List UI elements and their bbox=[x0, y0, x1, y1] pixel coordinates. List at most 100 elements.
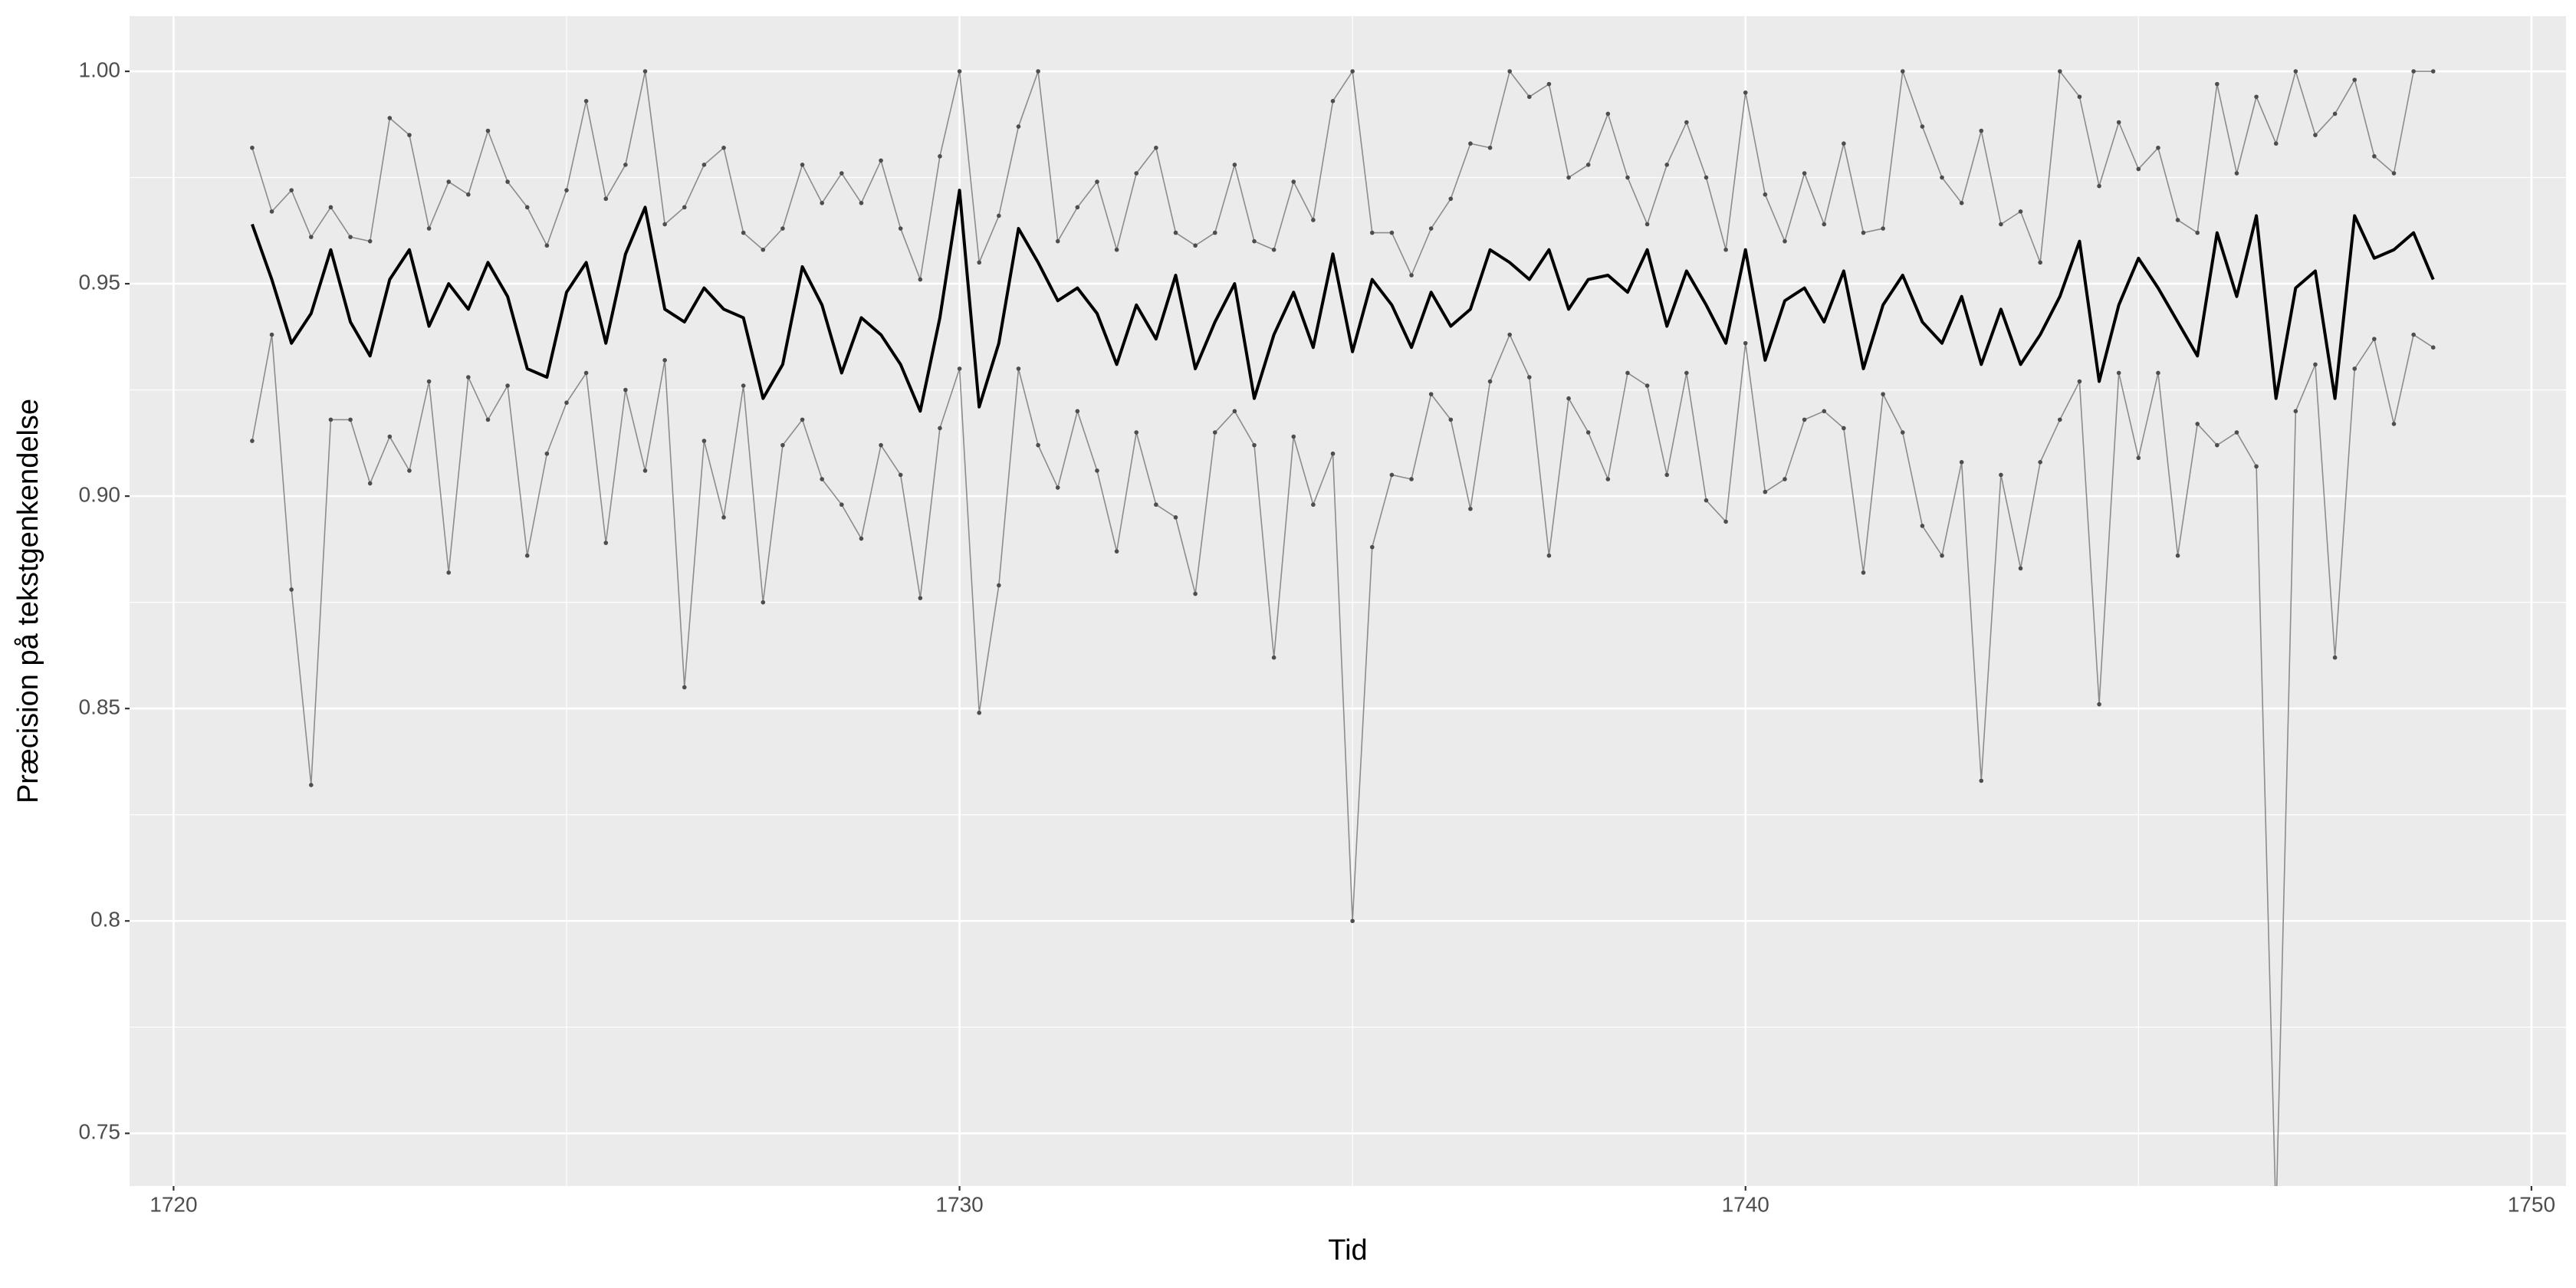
point bbox=[1802, 171, 1807, 176]
point bbox=[1428, 392, 1434, 396]
point bbox=[2313, 133, 2318, 137]
point bbox=[1959, 460, 1964, 465]
point bbox=[839, 502, 844, 508]
point bbox=[426, 379, 432, 384]
point bbox=[1154, 502, 1158, 508]
point bbox=[682, 205, 687, 210]
point bbox=[1369, 544, 1375, 550]
point bbox=[1881, 392, 1885, 396]
x-axis-title: Tid bbox=[1328, 1234, 1367, 1267]
point bbox=[2234, 171, 2239, 176]
point bbox=[879, 442, 883, 448]
point bbox=[1075, 205, 1080, 210]
point bbox=[2391, 171, 2397, 176]
point bbox=[780, 442, 785, 448]
point bbox=[387, 434, 393, 439]
grid bbox=[130, 16, 2566, 1186]
point bbox=[642, 468, 648, 473]
point bbox=[1664, 163, 1670, 167]
point bbox=[2195, 230, 2200, 235]
point bbox=[1783, 477, 1787, 481]
point bbox=[603, 540, 609, 545]
point bbox=[1625, 370, 1630, 376]
point bbox=[2136, 166, 2141, 172]
point bbox=[918, 277, 923, 282]
point bbox=[859, 201, 864, 205]
point bbox=[918, 596, 923, 600]
point bbox=[977, 710, 981, 715]
point bbox=[800, 163, 805, 167]
point bbox=[466, 192, 471, 197]
point bbox=[407, 133, 412, 137]
point bbox=[2018, 209, 2023, 214]
point bbox=[1291, 434, 1296, 439]
point bbox=[741, 230, 746, 235]
point bbox=[250, 145, 255, 150]
point bbox=[1644, 222, 1650, 227]
point bbox=[879, 158, 883, 163]
point bbox=[1016, 124, 1021, 129]
point bbox=[800, 417, 805, 422]
point bbox=[2273, 141, 2279, 146]
point bbox=[1468, 141, 1473, 146]
point bbox=[2018, 566, 2023, 571]
point bbox=[446, 179, 452, 184]
point bbox=[1232, 409, 1237, 414]
point bbox=[1723, 519, 1728, 524]
point bbox=[289, 587, 294, 592]
point bbox=[1940, 553, 1944, 558]
point bbox=[741, 383, 746, 388]
point bbox=[1468, 506, 1473, 511]
mean-line bbox=[251, 189, 2435, 413]
point bbox=[839, 171, 844, 176]
point bbox=[1546, 553, 1552, 558]
point bbox=[2293, 69, 2298, 74]
point bbox=[1763, 192, 1768, 197]
point bbox=[938, 154, 942, 159]
point bbox=[2077, 379, 2082, 384]
point bbox=[1252, 442, 1257, 448]
point bbox=[1861, 570, 1866, 575]
point bbox=[2411, 332, 2416, 337]
point bbox=[387, 116, 393, 120]
point bbox=[1684, 120, 1689, 125]
point bbox=[250, 439, 255, 443]
point bbox=[309, 235, 314, 239]
point bbox=[2430, 69, 2436, 74]
point bbox=[1075, 409, 1080, 414]
point bbox=[564, 188, 569, 192]
point bbox=[1999, 472, 2003, 478]
point bbox=[1625, 175, 1630, 180]
point bbox=[1448, 196, 1454, 202]
point bbox=[1114, 247, 1119, 252]
point bbox=[1311, 502, 1316, 508]
plot-panel bbox=[130, 16, 2566, 1186]
point bbox=[898, 472, 903, 478]
point bbox=[1507, 69, 1512, 74]
point bbox=[1802, 417, 1807, 422]
point bbox=[2254, 94, 2259, 100]
point bbox=[1389, 230, 1395, 235]
point bbox=[1036, 69, 1040, 74]
point bbox=[2038, 260, 2042, 265]
point bbox=[1585, 163, 1591, 167]
point bbox=[2293, 409, 2298, 414]
point bbox=[1507, 332, 1512, 337]
point bbox=[1664, 472, 1670, 478]
point bbox=[426, 226, 432, 231]
point bbox=[2195, 422, 2200, 426]
point bbox=[2156, 370, 2160, 376]
point bbox=[623, 163, 628, 167]
point bbox=[1566, 396, 1571, 401]
point bbox=[269, 332, 274, 337]
point bbox=[938, 426, 942, 431]
point bbox=[2215, 442, 2220, 448]
y-tick-label: 0.85 bbox=[79, 695, 121, 719]
point bbox=[820, 201, 824, 205]
point bbox=[328, 205, 334, 210]
point bbox=[2215, 81, 2220, 87]
point bbox=[2175, 218, 2180, 222]
point bbox=[997, 583, 1001, 588]
point bbox=[702, 439, 707, 443]
